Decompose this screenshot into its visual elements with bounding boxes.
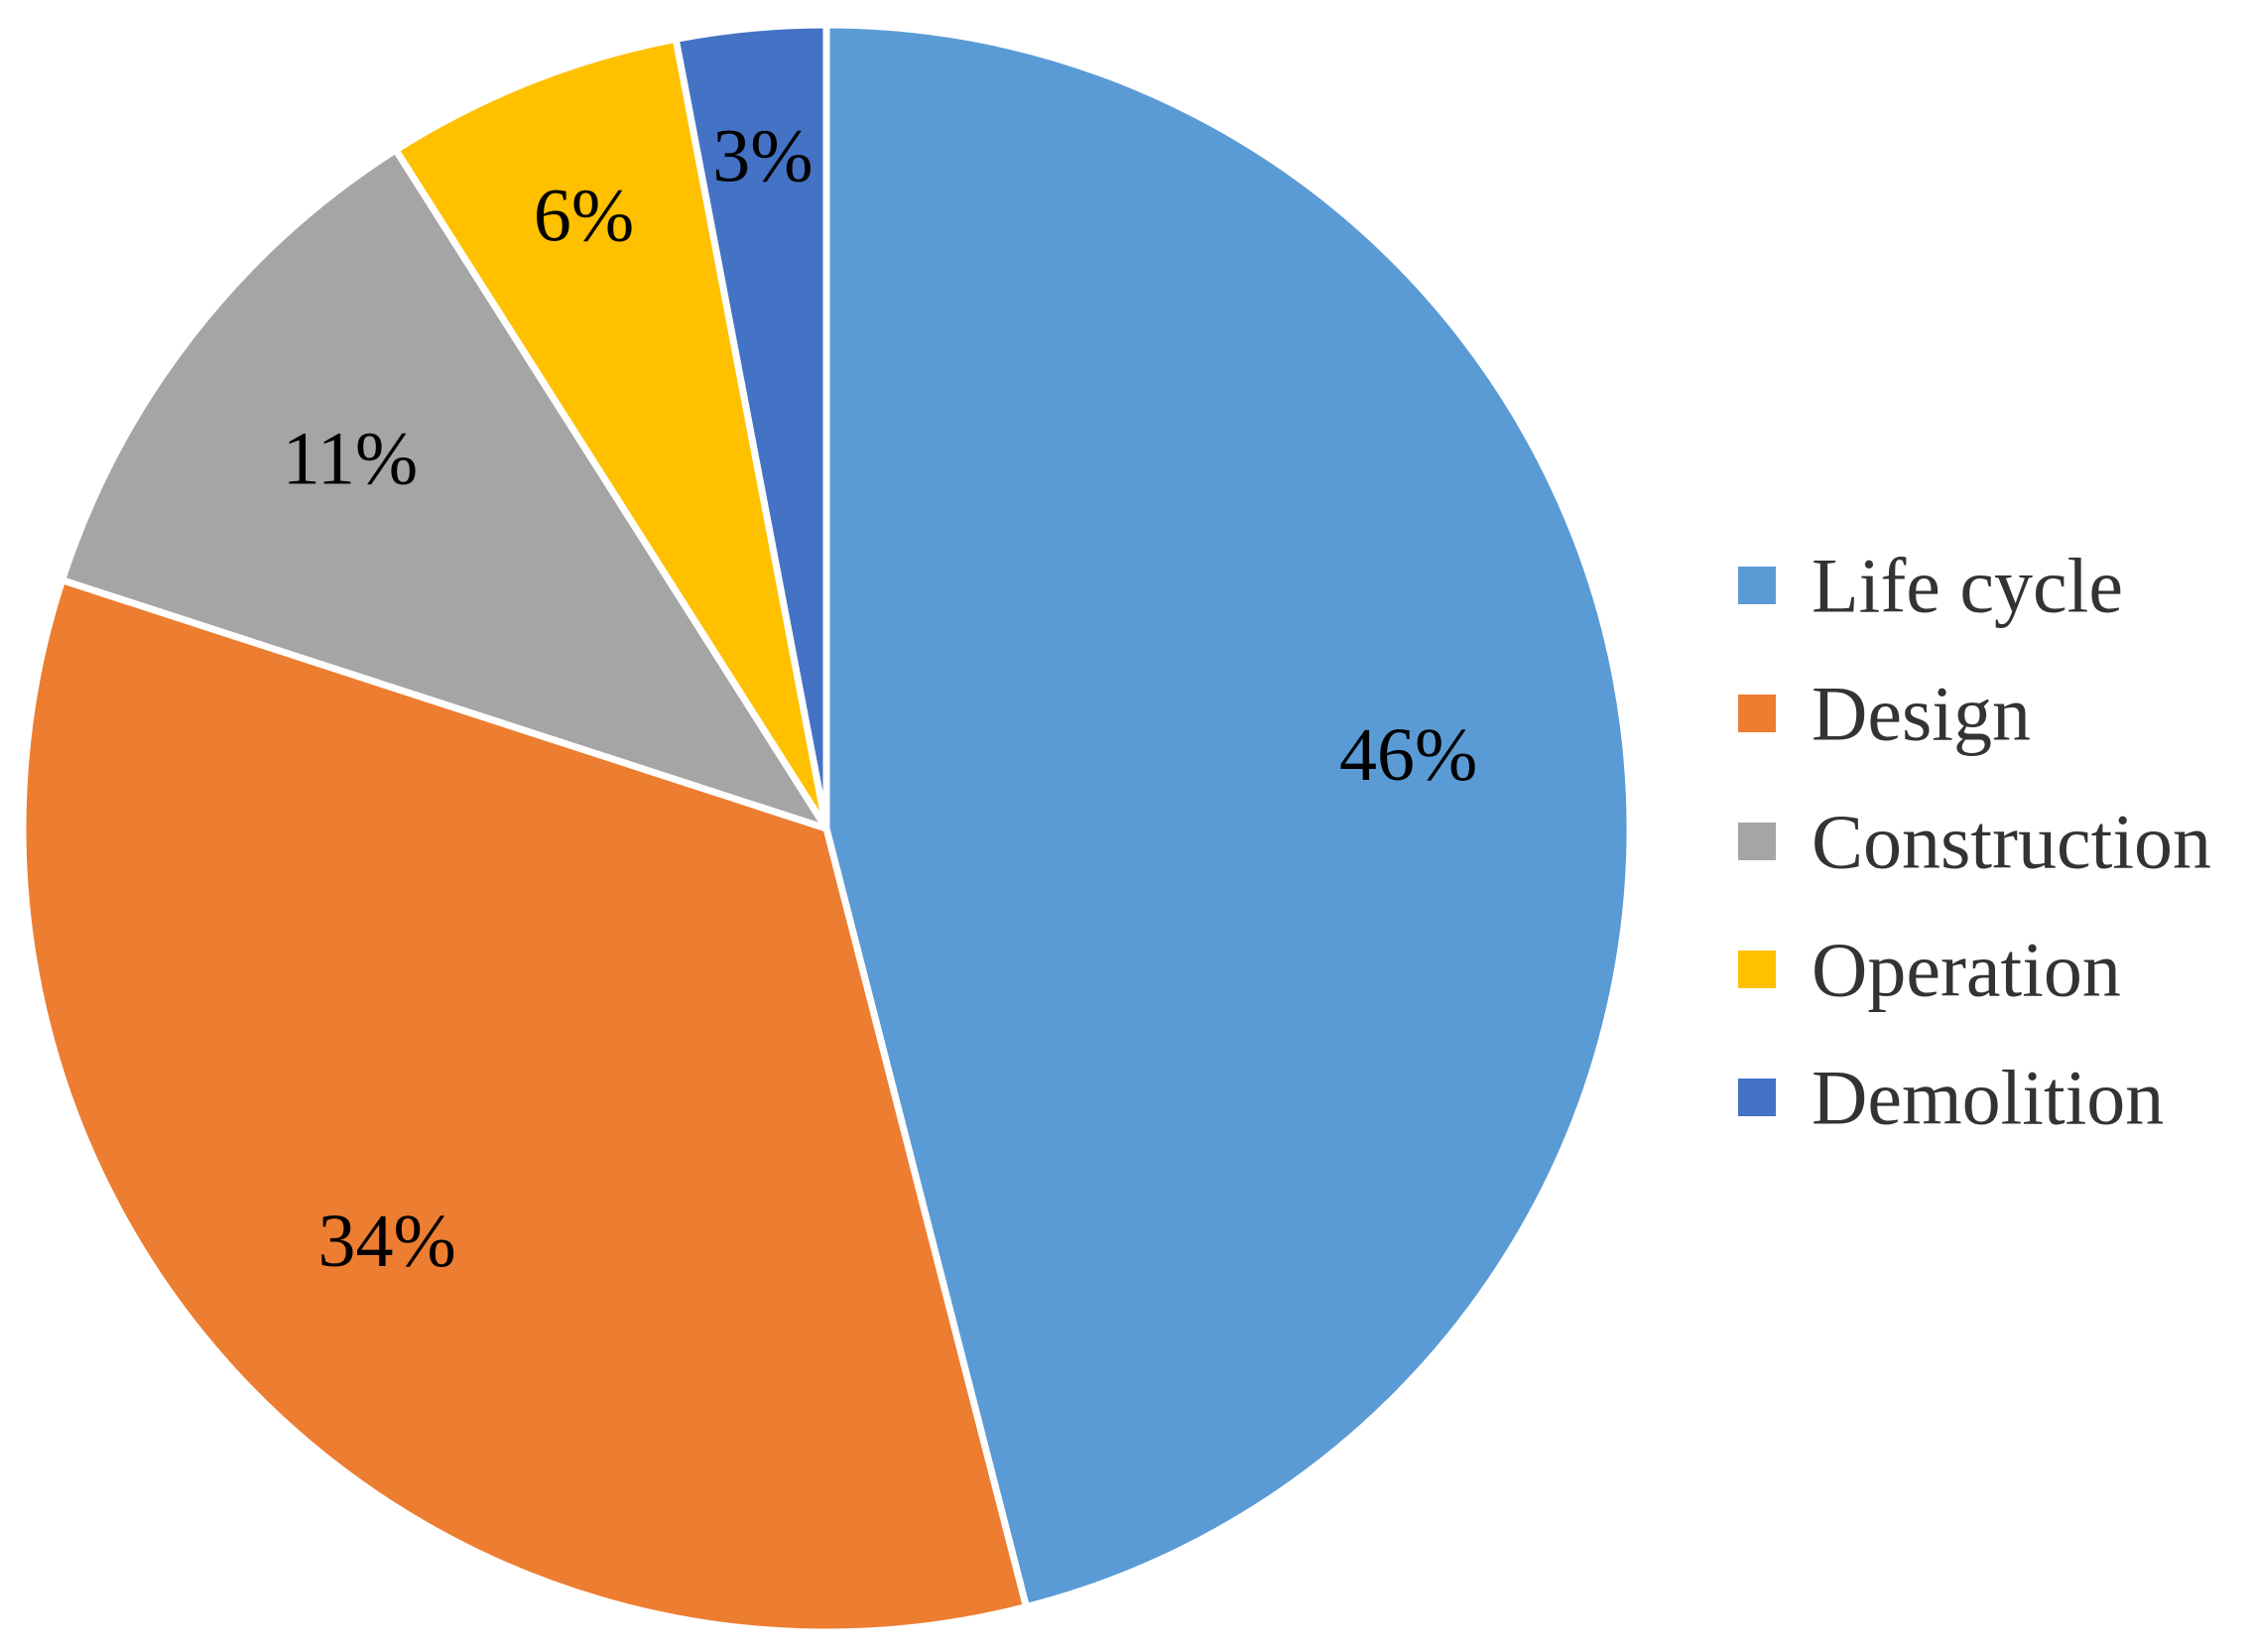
- slice-operation: [392, 35, 830, 832]
- data-labels: 46% 34% 11% 6% 3%: [283, 115, 1478, 1283]
- slice-life-cycle: [822, 21, 1634, 1611]
- legend-label-design: Design: [1812, 671, 2031, 757]
- slice-demolition: [672, 21, 830, 832]
- legend-swatch-demolition: [1738, 1079, 1776, 1116]
- data-label-demolition: 3%: [712, 115, 813, 198]
- legend: Life cycle Design Construction Operation Dem…: [1738, 543, 2211, 1141]
- legend-label-demolition: Demolition: [1812, 1055, 2164, 1141]
- pie-slices: [19, 21, 1634, 1636]
- slice-construction: [59, 146, 830, 832]
- data-label-operation: 6%: [534, 174, 634, 257]
- legend-swatch-life-cycle: [1738, 567, 1776, 604]
- legend-label-operation: Operation: [1812, 927, 2121, 1013]
- legend-swatch-design: [1738, 695, 1776, 732]
- legend-label-construction: Construction: [1812, 799, 2211, 885]
- data-label-design: 34%: [317, 1200, 455, 1283]
- legend-label-life-cycle: Life cycle: [1812, 543, 2123, 629]
- slice-design: [19, 576, 1030, 1636]
- data-label-construction: 11%: [283, 418, 419, 501]
- data-label-life-cycle: 46%: [1339, 713, 1477, 797]
- legend-swatch-construction: [1738, 823, 1776, 860]
- legend-swatch-operation: [1738, 951, 1776, 988]
